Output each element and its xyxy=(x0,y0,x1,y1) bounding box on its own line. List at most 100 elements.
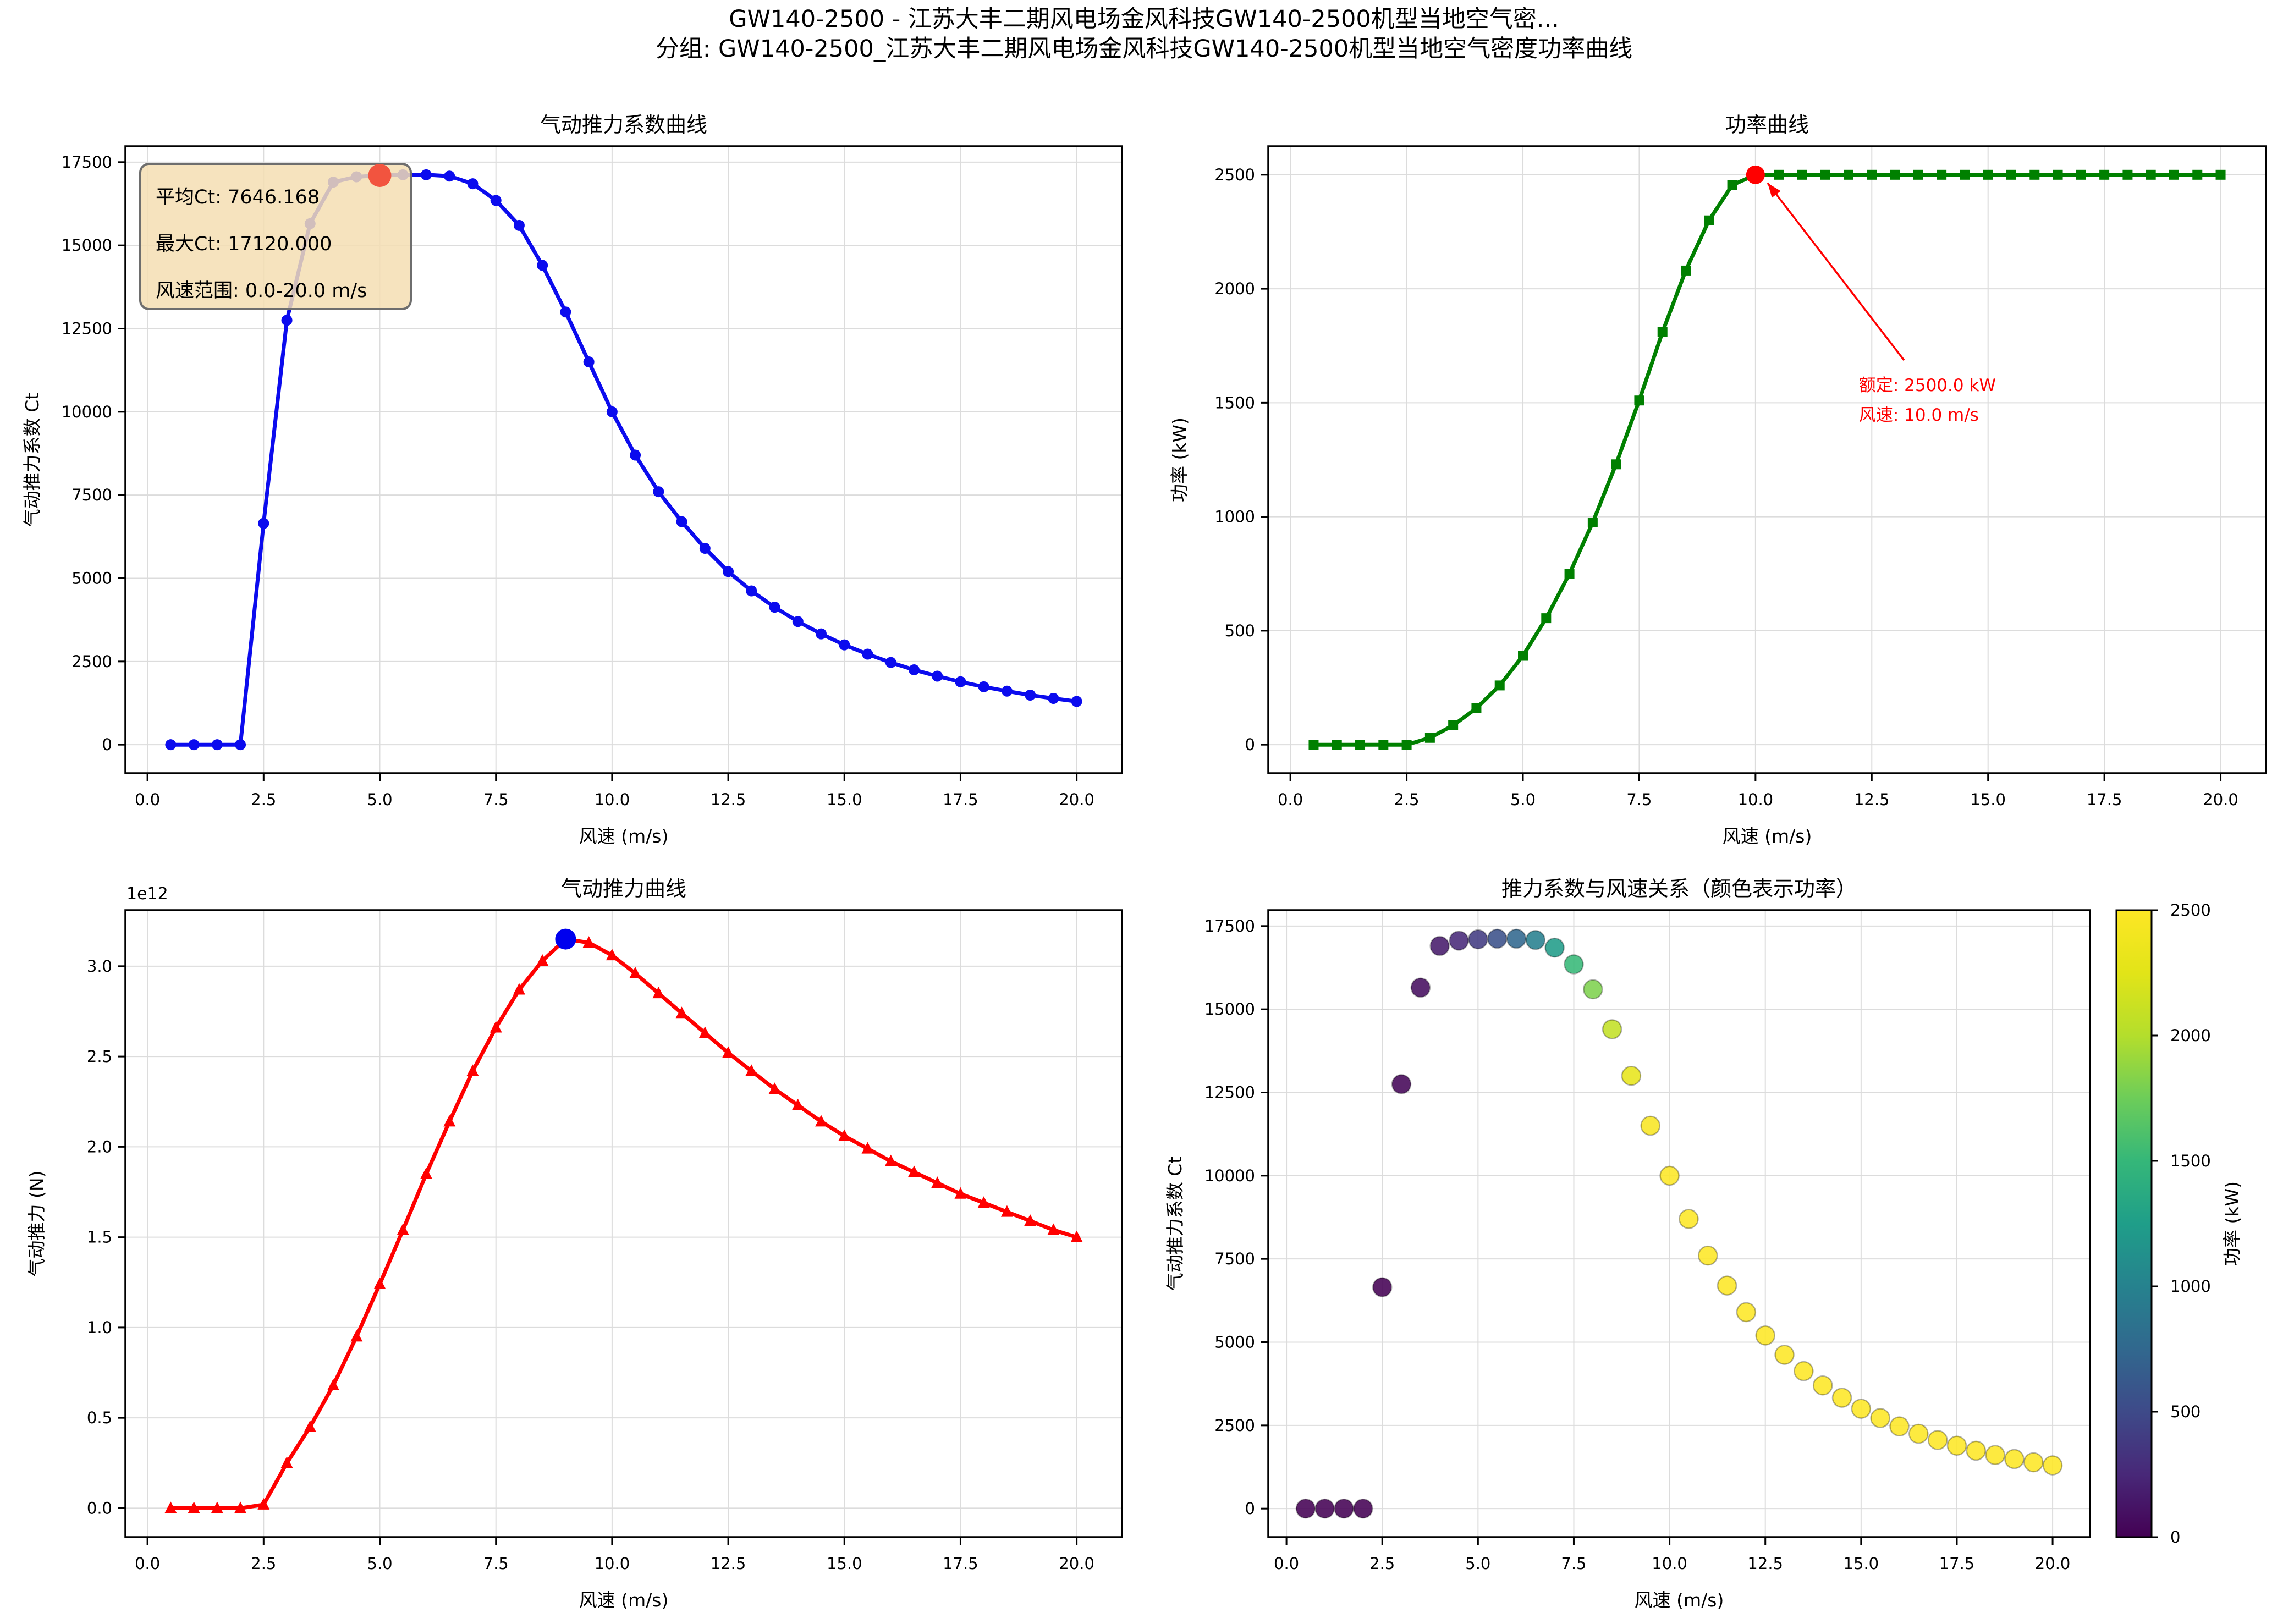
scatter-point xyxy=(1487,928,1508,949)
axes-spine xyxy=(1267,909,2091,1538)
x-tick-label: 7.5 xyxy=(1561,1554,1586,1573)
data-point xyxy=(816,628,827,640)
data-point xyxy=(536,954,549,966)
y-tick-label: 2.5 xyxy=(87,1047,112,1066)
stats-tooltip-line: 最大Ct: 17120.000 xyxy=(156,233,332,255)
data-point xyxy=(653,486,664,498)
data-point xyxy=(2030,169,2040,180)
data-point xyxy=(234,1501,247,1513)
scatter-point xyxy=(1583,979,1603,1000)
data-point xyxy=(977,1196,990,1208)
x-tick-label: 10.0 xyxy=(1738,790,1774,809)
colorbar-tick-label: 1000 xyxy=(2170,1277,2211,1296)
scatter-point xyxy=(1602,1019,1623,1039)
scatter-point xyxy=(1449,931,1469,951)
data-point xyxy=(1355,740,1366,750)
data-point xyxy=(2076,169,2086,180)
annotation-arrow-line xyxy=(1767,182,1905,361)
y-tick-label: 1.0 xyxy=(87,1318,112,1337)
x-tick-label: 17.5 xyxy=(1939,1554,1975,1573)
data-point xyxy=(652,987,665,999)
data-point xyxy=(582,936,595,948)
data-point xyxy=(513,983,525,995)
x-tick-label: 15.0 xyxy=(827,1554,862,1573)
data-point xyxy=(2192,169,2203,180)
data-point xyxy=(676,516,688,527)
y-tick-label: 1500 xyxy=(1214,393,1255,412)
scatter-point xyxy=(1736,1302,1757,1323)
data-point xyxy=(165,739,177,751)
data-point xyxy=(839,639,850,651)
data-point xyxy=(954,1187,967,1199)
stats-tooltip-line: 平均Ct: 7646.168 xyxy=(156,186,320,208)
data-point xyxy=(1960,169,1970,180)
y-tick-label: 7500 xyxy=(1214,1249,1255,1268)
data-point xyxy=(280,1456,293,1468)
data-point xyxy=(304,1420,316,1432)
data-point xyxy=(1071,696,1082,707)
y-axis-label: 功率 (kW) xyxy=(1169,417,1190,502)
power-curve-line xyxy=(1312,173,2223,747)
ct-highlight-point xyxy=(368,164,392,188)
chart-title: 功率曲线 xyxy=(1725,113,1809,137)
data-point xyxy=(350,1330,363,1342)
x-tick-label: 10.0 xyxy=(595,790,630,809)
data-point xyxy=(792,616,804,627)
data-point xyxy=(1867,169,1877,180)
data-point xyxy=(1634,395,1645,406)
x-tick-label: 0.0 xyxy=(1274,1554,1299,1573)
data-point xyxy=(2215,169,2226,180)
figure-suptitle-line1: GW140-2500 - 江苏大丰二期风电场金风科技GW140-2500机型当地… xyxy=(729,5,1559,33)
chart-title: 推力系数与风速关系（颜色表示功率） xyxy=(1502,877,1857,901)
data-point xyxy=(211,739,223,751)
data-point xyxy=(606,949,618,961)
data-point xyxy=(1890,169,1900,180)
data-point xyxy=(420,169,432,180)
x-tick-label: 12.5 xyxy=(711,1554,746,1573)
x-tick-label: 15.0 xyxy=(1844,1554,1879,1573)
figure-suptitle-line2: 分组: GW140-2500_江苏大丰二期风电场金风科技GW140-2500机型… xyxy=(655,35,1633,63)
y-axis-label: 气动推力 (N) xyxy=(26,1171,47,1277)
data-point xyxy=(1425,733,1435,743)
chart-title: 气动推力曲线 xyxy=(561,877,686,901)
scatter-point xyxy=(1679,1209,1699,1229)
y-tick-label: 17500 xyxy=(1204,917,1255,935)
annotation-text-line: 额定: 2500.0 kW xyxy=(1859,376,1996,395)
y-tick-label: 2000 xyxy=(1214,279,1255,298)
data-point xyxy=(1378,740,1389,750)
x-tick-label: 2.5 xyxy=(1394,790,1420,809)
axes-spine xyxy=(124,145,1123,774)
y-tick-label: 3.0 xyxy=(87,957,112,976)
data-point xyxy=(188,739,200,751)
data-point xyxy=(1070,1230,1083,1242)
y-tick-label: 500 xyxy=(1225,621,1255,640)
colorbar-tick-label: 0 xyxy=(2170,1528,2180,1546)
y-tick-label: 10000 xyxy=(62,403,112,421)
data-point xyxy=(1820,169,1830,180)
x-tick-label: 2.5 xyxy=(251,1554,276,1573)
x-tick-label: 5.0 xyxy=(1510,790,1536,809)
chart-scatter: 0.0 2.5 5.0 7.5 10.0 12.5 15.0 17.5 20.0 0 2500 500… xyxy=(1164,877,2091,1611)
data-point xyxy=(560,306,571,318)
data-point xyxy=(1001,685,1013,697)
y-tick-label: 15000 xyxy=(1204,1000,1255,1019)
data-point xyxy=(1024,1214,1037,1226)
data-point xyxy=(1611,459,1621,470)
data-point xyxy=(397,1223,409,1235)
annotation-text-line: 风速: 10.0 m/s xyxy=(1859,405,1979,425)
x-tick-label: 17.5 xyxy=(2087,790,2122,809)
data-point xyxy=(675,1006,688,1019)
scatter-point xyxy=(1468,929,1488,950)
y-axis-offset-text: 1e12 xyxy=(127,884,168,904)
y-tick-label: 0 xyxy=(1245,1499,1255,1518)
data-point xyxy=(769,602,780,613)
scatter-point xyxy=(1985,1445,2005,1465)
data-point xyxy=(745,1064,758,1076)
x-tick-label: 7.5 xyxy=(1626,790,1652,809)
y-tick-label: 2500 xyxy=(1214,166,1255,184)
scatter-point xyxy=(1946,1435,1967,1456)
x-tick-label: 12.5 xyxy=(711,790,746,809)
scatter-point xyxy=(1410,977,1431,998)
x-tick-label: 20.0 xyxy=(1059,790,1094,809)
scatter-point xyxy=(1659,1165,1680,1186)
